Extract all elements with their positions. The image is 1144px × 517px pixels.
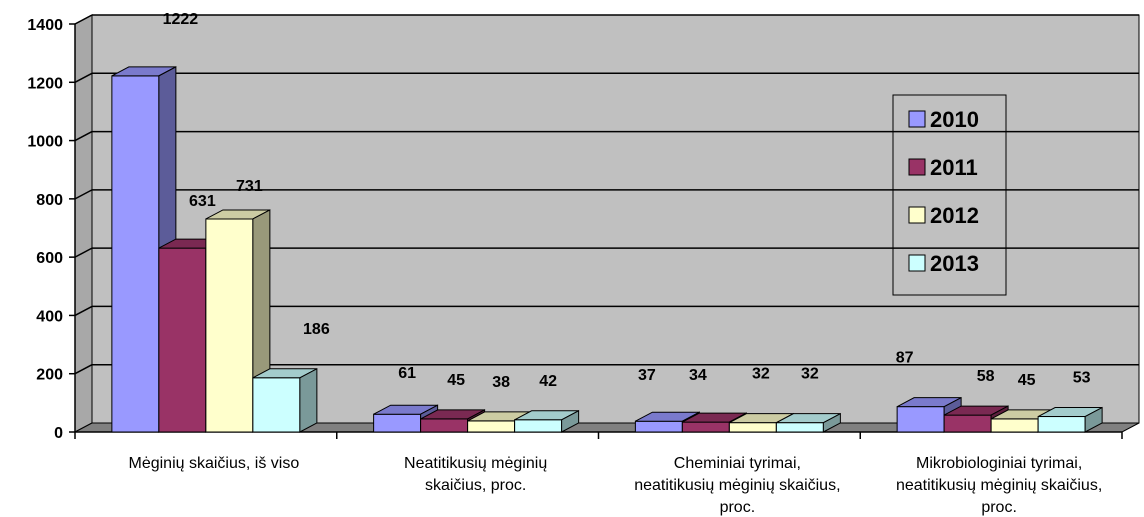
category-label: Neatitikusių mėginių [404,455,547,472]
data-label: 61 [398,365,416,382]
bar-front [943,414,992,433]
data-label: 32 [801,366,819,383]
bar-side [299,367,318,433]
bar-front [1037,416,1086,433]
legend-swatch-2013 [908,254,926,272]
legend-label: 2012 [930,203,979,228]
bar-front [467,420,516,433]
bar-side [561,409,580,433]
data-label: 631 [189,193,216,210]
data-label: 1222 [163,11,199,28]
gridline-side [74,72,93,83]
data-label: 32 [752,366,770,383]
y-tick-label: 200 [36,367,63,384]
bar-2013-cat-2 [514,409,580,433]
data-label: 34 [689,367,707,384]
bar-front [158,247,207,433]
gridline-side [74,14,93,25]
y-tick-label: 800 [36,192,63,209]
bar-2013-cat-4 [1037,406,1103,433]
y-tick-label: 0 [54,425,63,442]
bar-2013-cat-3 [775,412,841,433]
data-label: 38 [492,374,510,391]
bar-front [205,218,254,433]
legend-label: 2011 [930,155,978,180]
bar-front [373,413,422,433]
bar-front [252,377,301,433]
legend-swatch-2011 [908,158,926,176]
category-label: Cheminiai tyrimai, [674,455,801,472]
category-label: proc. [720,499,756,516]
legend-label: 2013 [930,251,979,276]
bar-side [822,412,841,433]
y-tick-label: 1200 [27,75,63,92]
data-label: 45 [1018,372,1036,389]
gridline-side [74,305,93,317]
data-label: 186 [303,321,330,338]
gridline-side [74,130,93,142]
category-label: proc. [981,499,1017,516]
data-label: 53 [1073,370,1091,387]
y-tick-label: 1400 [27,17,63,34]
data-label: 87 [896,350,914,367]
legend-label: 2010 [930,107,979,132]
category-label: skaičius, proc. [425,477,526,494]
data-label: 45 [447,372,465,389]
data-label: 37 [638,367,656,384]
bar-front [896,406,945,433]
y-tick-label: 1000 [27,134,63,151]
data-label: 731 [236,178,263,195]
bar-front [681,421,730,433]
bar-front [514,419,563,433]
category-label: neatitikusių mėginių skaičius, [896,477,1102,494]
gridline-side [74,189,93,200]
bar-side [1084,406,1103,433]
legend-box [892,94,1007,296]
y-tick-label: 400 [36,308,63,325]
bar-front [111,75,160,433]
bar-2013-cat-1 [252,367,318,433]
legend-swatch-2010 [908,110,926,128]
bar-front [775,422,824,433]
bar-front [990,418,1039,433]
category-label: neatitikusių mėginių skaičius, [634,477,840,494]
legend-swatch-2012 [908,206,926,224]
bar-front [634,420,683,433]
y-tick-label: 600 [36,250,63,267]
category-label: Mikrobiologiniai tyrimai, [916,455,1082,472]
bar-front [728,422,777,433]
data-label: 42 [539,373,557,390]
gridline-side [74,247,93,258]
bar-front [420,418,469,433]
gridline-side [74,364,93,375]
category-label: Mėginių skaičius, iš viso [129,455,300,472]
data-label: 58 [977,368,995,385]
